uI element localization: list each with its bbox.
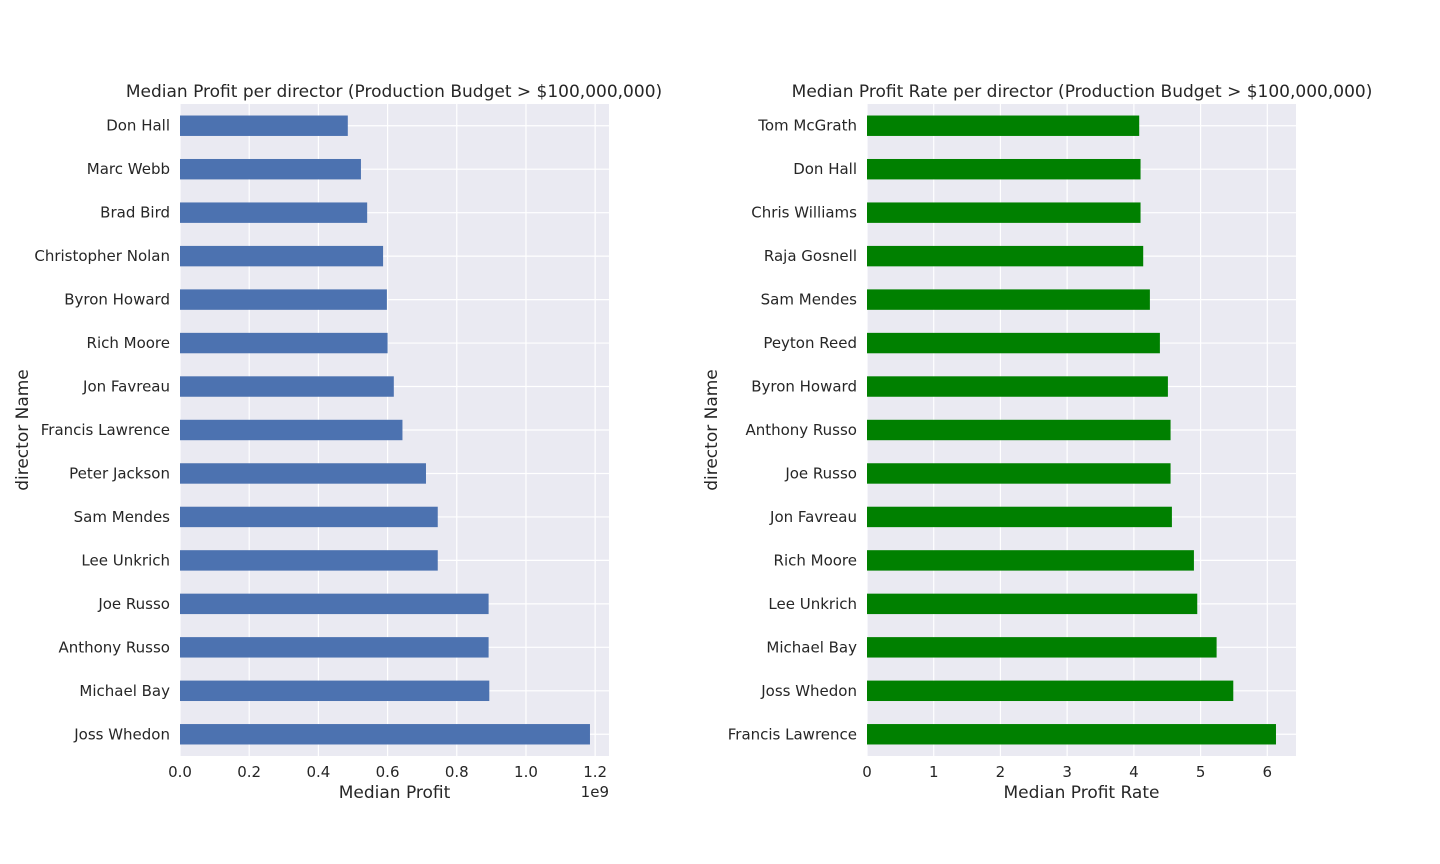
bar xyxy=(180,680,490,702)
x-tick-label: 2 xyxy=(996,763,1006,781)
bar xyxy=(180,332,388,354)
bar xyxy=(867,332,1160,354)
category-label: Byron Howard xyxy=(64,291,170,309)
bar xyxy=(867,245,1144,267)
x-tick-label: 6 xyxy=(1263,763,1273,781)
bar xyxy=(180,463,426,484)
bar xyxy=(867,637,1217,658)
x-tick-label: 4 xyxy=(1129,763,1139,781)
category-label: Jon Favreau xyxy=(769,508,857,526)
bar xyxy=(180,550,438,571)
category-label: Lee Unkrich xyxy=(768,595,857,613)
x-tick-label: 0 xyxy=(862,763,872,781)
bar xyxy=(867,419,1171,441)
x-tick-label: 0.6 xyxy=(376,763,400,781)
x-tick-label: 0.4 xyxy=(306,763,330,781)
bar xyxy=(867,463,1171,484)
category-label: Peter Jackson xyxy=(69,464,170,482)
category-label: Joss Whedon xyxy=(73,725,170,743)
chart-title: Median Profit Rate per director (Product… xyxy=(792,82,1373,102)
category-label: Marc Webb xyxy=(87,160,170,178)
category-label: Byron Howard xyxy=(751,378,857,396)
bar xyxy=(867,506,1172,528)
bar xyxy=(867,593,1198,615)
bar xyxy=(867,289,1150,310)
x-tick-label: 0.0 xyxy=(168,763,192,781)
y-axis-label: director Name xyxy=(702,369,722,491)
x-axis-label: Median Profit xyxy=(339,783,451,803)
category-label: Raja Gosnell xyxy=(764,247,857,265)
category-label: Francis Lawrence xyxy=(728,725,857,743)
x-tick-label: 0.8 xyxy=(445,763,469,781)
x-tick-label: 0.2 xyxy=(237,763,261,781)
category-label: Rich Moore xyxy=(774,551,857,569)
bar xyxy=(867,550,1194,571)
category-label: Michael Bay xyxy=(766,638,857,656)
category-label: Francis Lawrence xyxy=(41,421,170,439)
category-label: Christopher Nolan xyxy=(34,247,170,265)
bar xyxy=(180,419,403,441)
category-label: Don Hall xyxy=(106,117,170,135)
x-tick-label: 3 xyxy=(1062,763,1072,781)
bar xyxy=(180,289,387,310)
bar xyxy=(867,724,1276,745)
category-label: Tom McGrath xyxy=(757,117,857,135)
category-label: Joe Russo xyxy=(784,464,857,482)
bar xyxy=(867,158,1141,180)
x-tick-label: 1.2 xyxy=(583,763,607,781)
category-label: Rich Moore xyxy=(87,334,170,352)
bar xyxy=(180,202,368,223)
x-tick-label: 5 xyxy=(1196,763,1206,781)
bar xyxy=(867,202,1141,223)
y-axis-label: director Name xyxy=(13,369,33,491)
category-label: Joss Whedon xyxy=(760,682,857,700)
category-label: Joe Russo xyxy=(97,595,170,613)
category-label: Brad Bird xyxy=(100,204,170,222)
bar xyxy=(867,115,1140,136)
category-label: Peyton Reed xyxy=(763,334,857,352)
bar xyxy=(180,593,489,615)
chart-median-profit: Don Hall Marc Webb Brad Bird Christopher No… xyxy=(13,82,662,803)
bar xyxy=(180,637,489,658)
category-label: Sam Mendes xyxy=(74,508,171,526)
chart-title: Median Profit per director (Production B… xyxy=(126,82,662,102)
category-label: Jon Favreau xyxy=(82,378,170,396)
category-label: Don Hall xyxy=(793,160,857,178)
axis-offset-label: 1e9 xyxy=(581,783,609,801)
category-label: Michael Bay xyxy=(79,682,170,700)
bar xyxy=(180,506,438,528)
category-label: Sam Mendes xyxy=(761,291,858,309)
bar xyxy=(180,115,348,136)
category-label: Anthony Russo xyxy=(58,638,170,656)
bar xyxy=(180,376,394,397)
bar xyxy=(867,680,1234,702)
category-label: Lee Unkrich xyxy=(81,551,170,569)
x-tick-label: 1 xyxy=(929,763,939,781)
x-axis-label: Median Profit Rate xyxy=(1004,783,1160,803)
bar xyxy=(867,376,1168,397)
bar xyxy=(180,724,590,745)
category-label: Chris Williams xyxy=(751,204,857,222)
bar xyxy=(180,245,384,267)
category-label: Anthony Russo xyxy=(745,421,857,439)
chart-median-profit-rate: Tom McGrath Don Hall Chris Williams Raja Go… xyxy=(702,82,1372,803)
x-tick-label: 1.0 xyxy=(514,763,538,781)
bar xyxy=(180,158,361,180)
